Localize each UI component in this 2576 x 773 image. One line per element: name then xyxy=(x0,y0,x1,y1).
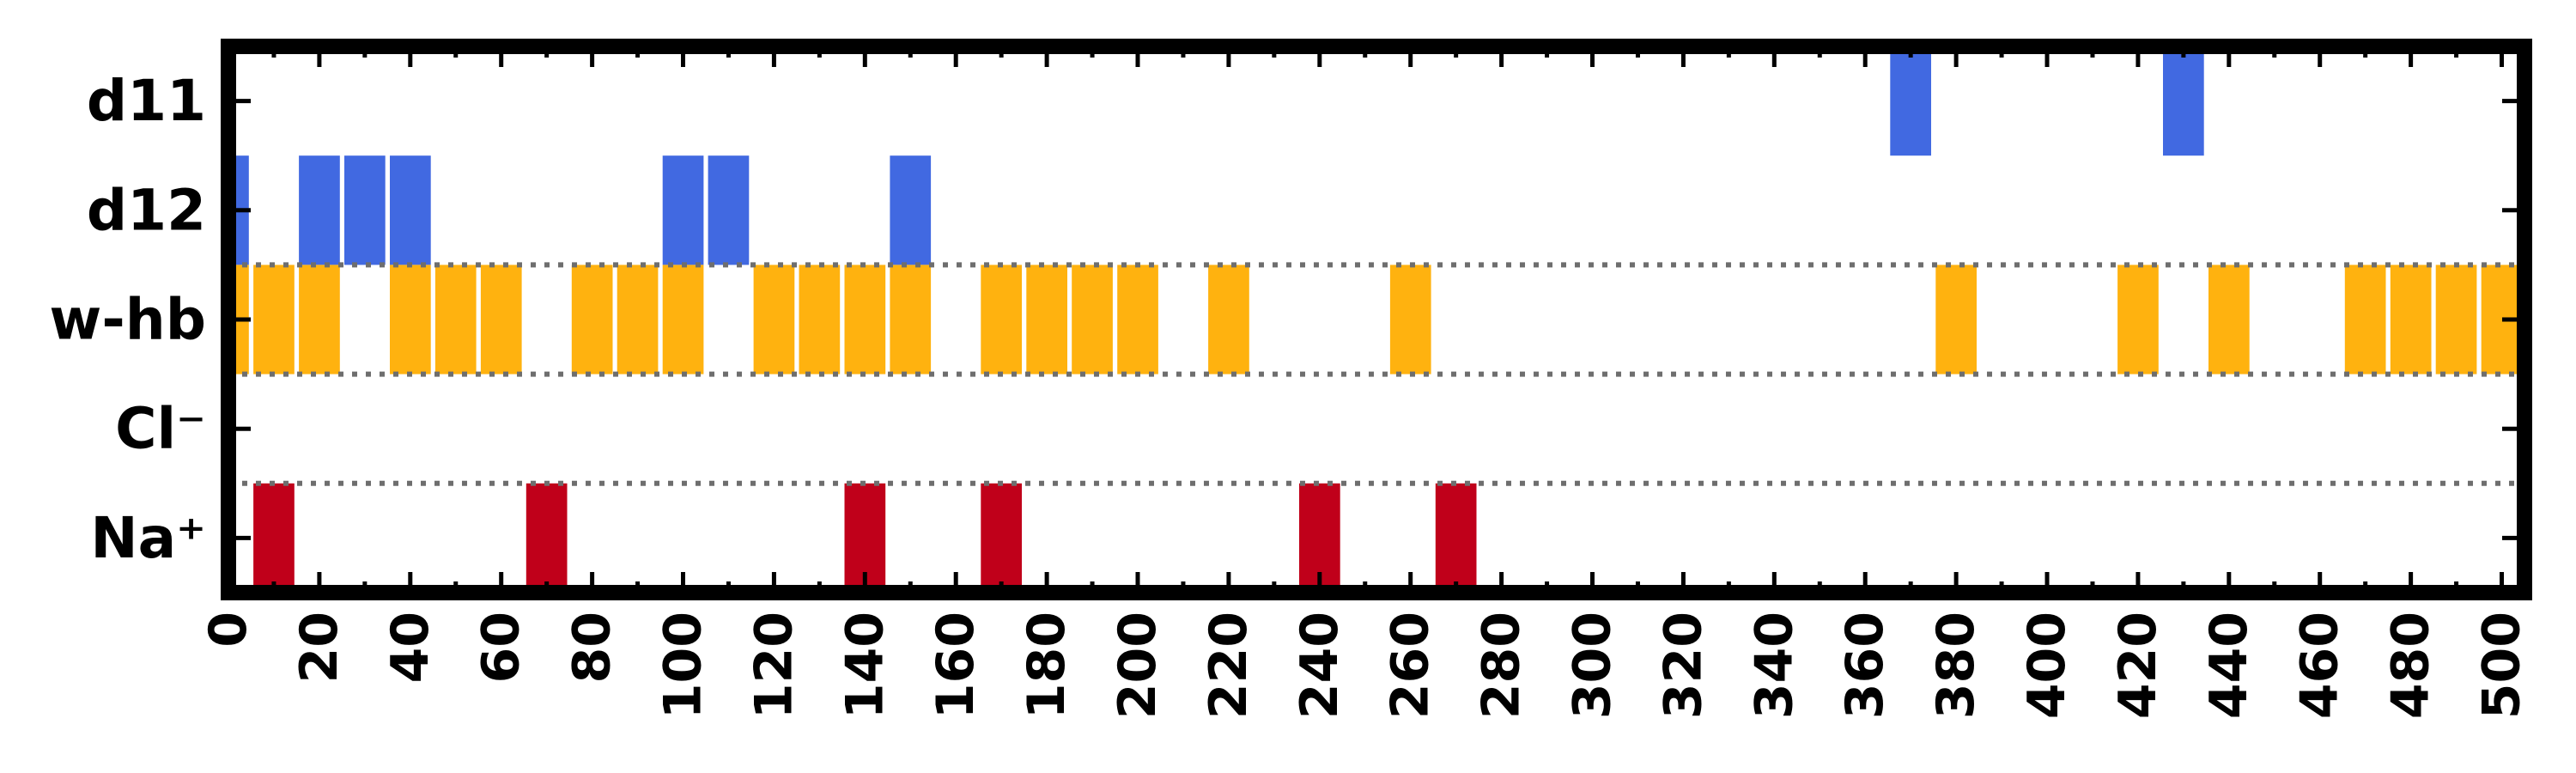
event-bar-w-hb-220 xyxy=(1208,265,1249,374)
event-bar-w-hb-170 xyxy=(981,265,1022,374)
event-bar-d12-30 xyxy=(344,155,386,265)
event-bar-w-hb-60 xyxy=(480,265,522,374)
y-label-d11: d11 xyxy=(87,68,206,134)
event-bar-w-hb-20 xyxy=(299,265,340,374)
x-label-360: 360 xyxy=(1835,612,1895,719)
x-label-220: 220 xyxy=(1199,612,1259,719)
event-bar-w-hb-200 xyxy=(1117,265,1158,374)
event-bar-w-hb-100 xyxy=(662,265,704,374)
event-bar-w-hb-120 xyxy=(753,265,795,374)
event-bar-d12-150 xyxy=(890,155,932,265)
event-bar-w-hb-260 xyxy=(1389,265,1431,374)
event-bar-w-hb-40 xyxy=(390,265,431,374)
event-bar-d12-110 xyxy=(708,155,750,265)
x-label-420: 420 xyxy=(2108,612,2168,719)
event-bar-w-hb-80 xyxy=(571,265,613,374)
x-label-440: 440 xyxy=(2199,612,2259,719)
x-label-80: 80 xyxy=(562,612,623,684)
event-bar-w-hb-440 xyxy=(2208,265,2250,374)
x-label-480: 480 xyxy=(2381,612,2441,719)
row-separators xyxy=(228,262,2524,486)
x-label-0: 0 xyxy=(198,612,258,648)
x-label-140: 140 xyxy=(835,612,895,719)
y-label-w-hb: w-hb xyxy=(49,287,206,353)
event-bar-w-hb-10 xyxy=(253,265,295,374)
x-label-300: 300 xyxy=(1563,612,1623,719)
event-bar-w-hb-190 xyxy=(1072,265,1113,374)
event-bar-w-hb-480 xyxy=(2390,265,2432,374)
x-label-20: 20 xyxy=(289,612,349,684)
x-label-160: 160 xyxy=(926,612,986,719)
x-label-460: 460 xyxy=(2290,612,2350,719)
x-label-200: 200 xyxy=(1108,612,1168,719)
x-label-240: 240 xyxy=(1290,612,1350,719)
event-bar-w-hb-420 xyxy=(2117,265,2159,374)
x-label-340: 340 xyxy=(1744,612,1804,719)
event-bar-w-hb-50 xyxy=(434,265,477,374)
event-bar-na-10 xyxy=(253,483,295,593)
y-label-cl: Cl⁻ xyxy=(115,396,206,462)
event-bar-d11-430 xyxy=(2163,46,2204,156)
event-bar-na-70 xyxy=(526,483,568,593)
x-tick-labels: 0 20 40 60 80 100 120 140 160 180 200 220 240 260 280 3… xyxy=(198,612,2532,719)
x-label-260: 260 xyxy=(1381,612,1441,719)
y-tick-labels: d11 d12 w-hb Cl⁻ Na⁺ xyxy=(49,68,206,571)
x-label-60: 60 xyxy=(471,612,532,684)
event-bar-w-hb-150 xyxy=(890,265,932,374)
plot-frame xyxy=(221,39,2532,600)
event-bar-w-hb-130 xyxy=(799,265,841,374)
event-bar-d12-100 xyxy=(662,155,704,265)
event-bar-w-hb-470 xyxy=(2344,265,2386,374)
event-bar-d12-20 xyxy=(299,155,340,265)
x-label-500: 500 xyxy=(2472,612,2532,719)
x-label-120: 120 xyxy=(744,612,804,719)
x-label-100: 100 xyxy=(653,612,714,719)
event-bar-w-hb-380 xyxy=(1935,265,1977,374)
event-bar-na-170 xyxy=(981,483,1022,593)
event-bar-na-270 xyxy=(1435,483,1477,593)
event-bar-w-hb-490 xyxy=(2435,265,2477,374)
y-label-na: Na⁺ xyxy=(90,505,206,571)
event-bar-w-hb-180 xyxy=(1026,265,1067,374)
x-label-320: 320 xyxy=(1653,612,1713,719)
x-label-280: 280 xyxy=(1472,612,1532,719)
event-bar-w-hb-140 xyxy=(844,265,886,374)
x-label-180: 180 xyxy=(1017,612,1077,719)
x-label-40: 40 xyxy=(380,612,440,684)
event-bar-w-hb-90 xyxy=(617,265,659,374)
event-bar-d12-40 xyxy=(390,155,431,265)
y-label-d12: d12 xyxy=(87,177,206,243)
x-label-380: 380 xyxy=(1926,612,1986,719)
x-label-400: 400 xyxy=(2017,612,2077,719)
event-bar-d11-370 xyxy=(1890,46,1931,156)
events-layer xyxy=(228,46,2523,593)
